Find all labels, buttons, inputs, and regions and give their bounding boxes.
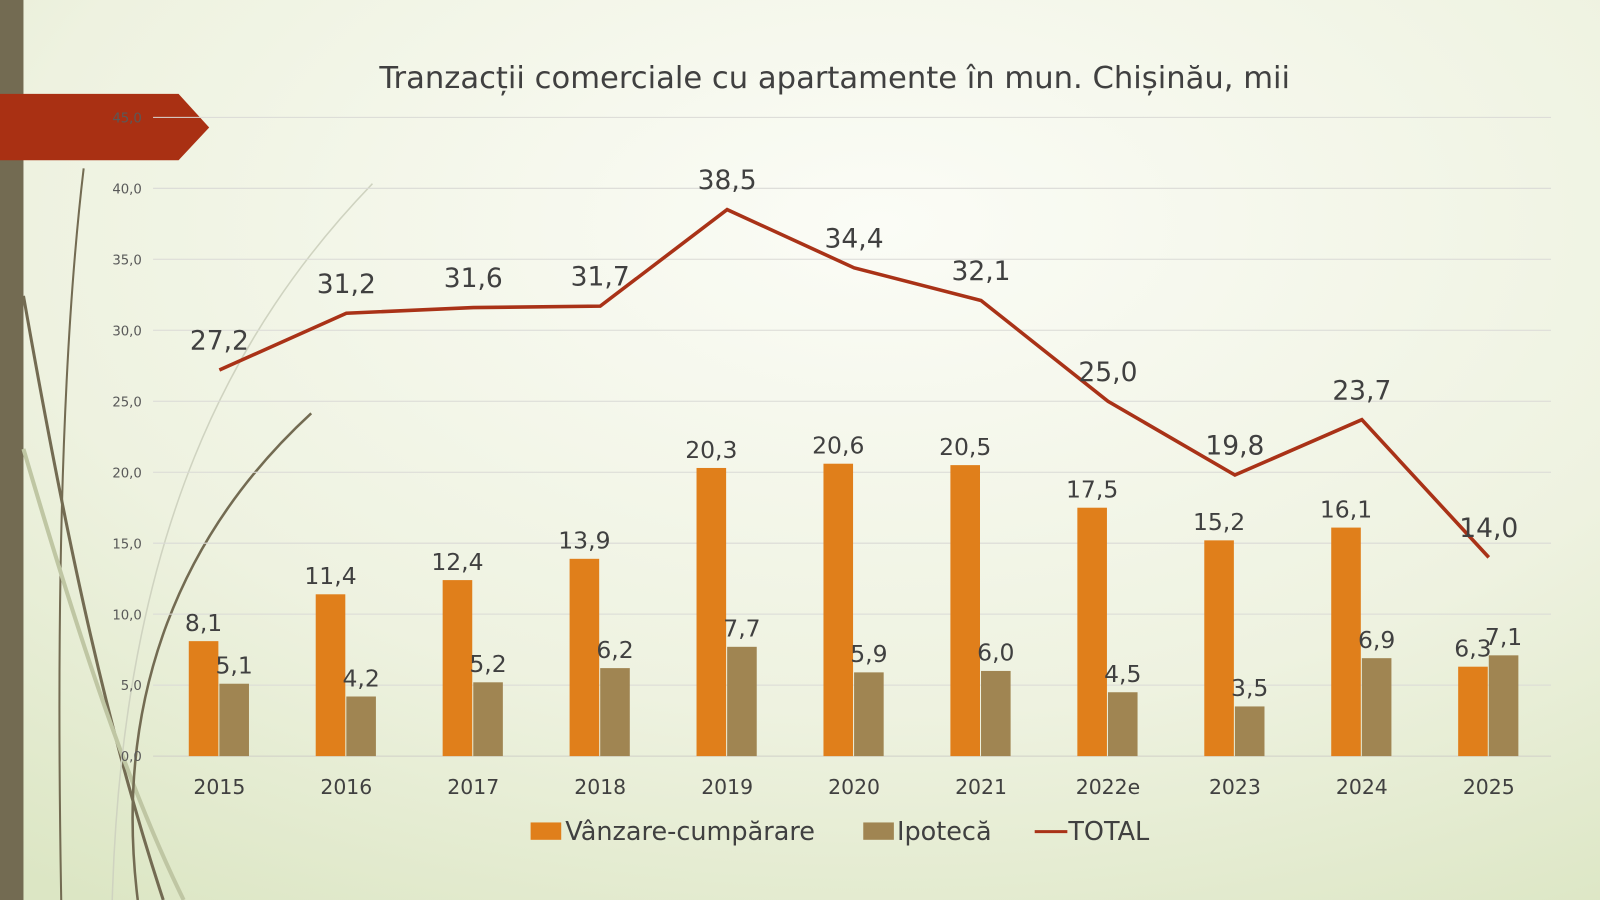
data-label-ipoteca: 4,2 xyxy=(342,664,379,692)
legend: Vânzare-cumpărare Ipotecă TOTAL xyxy=(530,817,1150,847)
y-tick-label: 10,0 xyxy=(112,608,142,623)
bar-ipoteca xyxy=(1488,655,1519,757)
bar-ipoteca xyxy=(854,672,884,757)
data-label-vanzare: 20,3 xyxy=(685,436,737,464)
data-label-vanzare: 6,3 xyxy=(1454,634,1491,662)
data-label-vanzare: 16,1 xyxy=(1320,495,1372,523)
y-tick-label: 30,0 xyxy=(112,324,142,339)
data-label-total: 27,2 xyxy=(190,326,249,357)
data-label-total: 34,4 xyxy=(825,223,884,254)
x-tick-label: 2019 xyxy=(701,775,753,799)
legend-label-vanzare: Vânzare-cumpărare xyxy=(565,817,815,847)
y-tick-label: 40,0 xyxy=(112,182,142,197)
y-tick-label: 5,0 xyxy=(121,679,142,694)
data-label-ipoteca: 5,2 xyxy=(469,650,506,678)
x-tick-label: 2024 xyxy=(1336,775,1388,799)
data-label-ipoteca: 6,0 xyxy=(977,639,1014,667)
bar-vanzare xyxy=(442,580,473,757)
data-label-ipoteca: 6,2 xyxy=(596,636,633,664)
data-label-total: 31,7 xyxy=(571,262,630,293)
data-label-ipoteca: 4,5 xyxy=(1104,660,1141,688)
legend-swatch-vanzare xyxy=(530,822,562,840)
x-tick-label: 2017 xyxy=(447,775,499,799)
bar-ipoteca xyxy=(219,683,249,757)
data-label-vanzare: 15,2 xyxy=(1193,508,1245,536)
y-tick-label: 20,0 xyxy=(112,466,142,481)
bar-ipoteca xyxy=(981,670,1011,757)
legend-swatch-ipoteca xyxy=(863,822,894,840)
data-label-vanzare: 13,9 xyxy=(558,527,610,555)
data-label-total: 32,1 xyxy=(951,256,1010,287)
data-label-vanzare: 12,4 xyxy=(431,548,483,576)
bar-vanzare xyxy=(1077,507,1107,757)
data-label-total: 31,6 xyxy=(444,263,503,294)
bar-ipoteca xyxy=(727,646,757,757)
bar-vanzare xyxy=(1458,666,1488,757)
data-label-ipoteca: 6,9 xyxy=(1358,626,1395,654)
legend-label-ipoteca: Ipotecă xyxy=(897,817,992,847)
y-tick-label: 15,0 xyxy=(112,537,142,552)
data-label-total: 38,5 xyxy=(698,165,757,196)
data-label-total: 23,7 xyxy=(1332,375,1391,406)
x-tick-label: 2015 xyxy=(193,775,245,799)
bar-ipoteca xyxy=(1234,706,1265,757)
chart-title: Tranzacții comerciale cu apartamente în … xyxy=(378,61,1290,96)
bar-vanzare xyxy=(315,594,346,757)
data-label-total: 31,2 xyxy=(317,269,376,300)
data-label-total: 19,8 xyxy=(1205,431,1264,462)
bar-vanzare xyxy=(569,558,600,757)
data-label-vanzare: 17,5 xyxy=(1066,476,1118,504)
data-label-vanzare: 11,4 xyxy=(304,562,356,590)
x-tick-label: 2020 xyxy=(828,775,880,799)
data-label-vanzare: 8,1 xyxy=(185,609,222,637)
data-label-vanzare: 20,5 xyxy=(939,433,991,461)
data-label-total: 14,0 xyxy=(1459,513,1518,544)
x-tick-label: 2018 xyxy=(574,775,626,799)
bar-ipoteca xyxy=(346,696,376,757)
y-tick-label: 25,0 xyxy=(112,395,142,410)
bar-ipoteca xyxy=(1361,658,1392,757)
data-label-ipoteca: 7,1 xyxy=(1485,623,1522,651)
x-tick-label: 2016 xyxy=(320,775,372,799)
red-arrow-banner xyxy=(0,93,210,161)
x-tick-label: 2025 xyxy=(1463,775,1515,799)
data-label-ipoteca: 3,5 xyxy=(1231,674,1268,702)
bar-vanzare xyxy=(696,467,727,757)
bar-ipoteca xyxy=(473,682,503,757)
x-tick-label: 2021 xyxy=(955,775,1007,799)
data-label-ipoteca: 7,7 xyxy=(723,615,760,643)
data-label-total: 25,0 xyxy=(1078,357,1137,388)
y-tick-label: 0,0 xyxy=(121,750,142,765)
bar-vanzare xyxy=(1204,540,1234,757)
bar-ipoteca xyxy=(600,668,630,757)
bar-ipoteca xyxy=(1107,692,1138,757)
data-label-ipoteca: 5,1 xyxy=(216,652,253,680)
bar-vanzare xyxy=(1331,527,1361,757)
grass-decoration xyxy=(21,168,374,900)
data-label-ipoteca: 5,9 xyxy=(850,640,887,668)
bar-vanzare xyxy=(823,463,854,757)
bar-vanzare xyxy=(950,465,980,757)
legend-label-total: TOTAL xyxy=(1067,817,1150,847)
x-tick-label: 2022e xyxy=(1076,775,1140,799)
x-tick-label: 2023 xyxy=(1209,775,1261,799)
y-tick-label: 45,0 xyxy=(112,111,142,126)
bar-vanzare xyxy=(188,641,219,757)
left-bar-decoration xyxy=(0,0,24,900)
y-tick-label: 35,0 xyxy=(112,253,142,268)
data-label-vanzare: 20,6 xyxy=(812,432,864,460)
